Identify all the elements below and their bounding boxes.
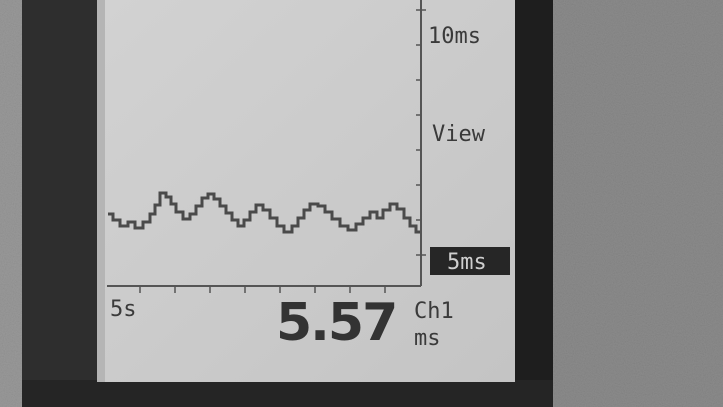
mode-label: View <box>432 122 486 147</box>
bezel-bottom <box>22 380 553 407</box>
screen-shadow <box>97 0 105 382</box>
bezel-right <box>515 0 553 407</box>
reading-value: 5.57 <box>276 293 396 353</box>
right-surface <box>553 0 723 407</box>
left-edge <box>0 0 22 407</box>
unit-label: ms <box>414 326 441 351</box>
channel-label: Ch1 <box>414 299 454 324</box>
bezel-left <box>22 0 97 407</box>
photo: 10ms View 5ms 5s 5.57 Ch1 ms <box>0 0 723 407</box>
time-span-label: 5s <box>110 297 137 322</box>
scale-top-label: 10ms <box>428 24 481 49</box>
page: 10ms View 5ms 5s 5.57 Ch1 ms (() => { co… <box>0 0 723 407</box>
selected-scale-label: 5ms <box>447 250 487 275</box>
